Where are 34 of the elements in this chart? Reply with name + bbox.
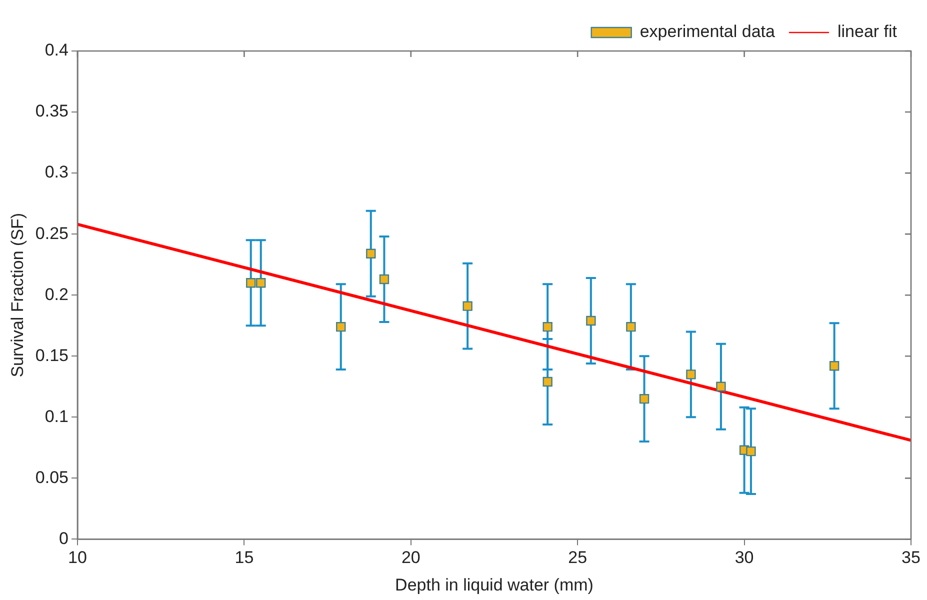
y-tick-label: 0.2 bbox=[44, 284, 68, 304]
y-axis-title: Survival Fraction (SF) bbox=[8, 212, 27, 378]
y-tick-label: 0.35 bbox=[35, 102, 68, 121]
x-tick-label: 10 bbox=[68, 548, 87, 568]
point bbox=[746, 446, 756, 456]
x-tick-label: 25 bbox=[568, 548, 588, 568]
point bbox=[462, 301, 472, 311]
x-tick-label: 35 bbox=[902, 548, 920, 568]
point bbox=[626, 322, 636, 332]
y-tick-label: 0.05 bbox=[35, 468, 68, 487]
point bbox=[586, 316, 596, 326]
x-axis-title: Depth in liquid water (mm) bbox=[395, 575, 594, 594]
point bbox=[336, 322, 346, 332]
point bbox=[366, 248, 376, 258]
point bbox=[829, 361, 840, 371]
point bbox=[379, 274, 390, 284]
point bbox=[686, 370, 696, 380]
y-tick-label: 0.1 bbox=[44, 406, 68, 426]
point bbox=[542, 322, 552, 332]
point bbox=[256, 278, 266, 288]
x-tick-label: 15 bbox=[234, 548, 254, 568]
y-tick-label: 0.25 bbox=[35, 224, 68, 243]
point bbox=[716, 382, 726, 392]
point bbox=[246, 278, 256, 288]
y-tick-label: 0.4 bbox=[44, 40, 68, 60]
y-tick-label: 0.15 bbox=[35, 346, 68, 365]
legend-label: linear fit bbox=[837, 22, 898, 42]
y-tick-label: 0 bbox=[59, 528, 68, 548]
x-tick-label: 20 bbox=[401, 548, 420, 568]
legend-label: experimental data bbox=[640, 22, 776, 42]
point bbox=[639, 394, 650, 404]
point bbox=[542, 376, 552, 387]
x-tick-label: 30 bbox=[734, 548, 754, 568]
y-tick-label: 0.3 bbox=[44, 162, 68, 182]
